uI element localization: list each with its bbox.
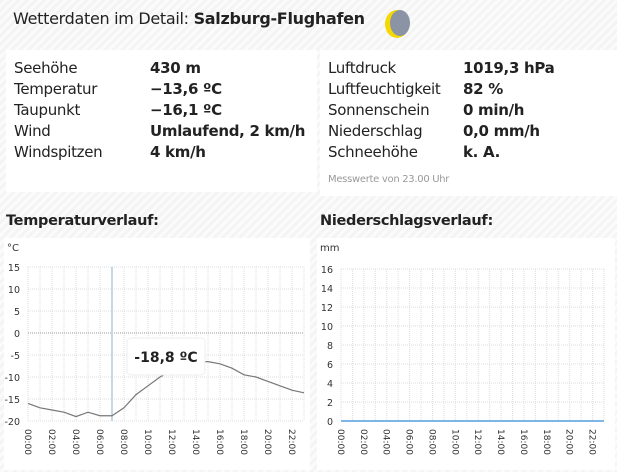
tooltip: -18,8 ºC xyxy=(126,337,206,376)
x-tick-label: 12:00 xyxy=(166,429,176,455)
y-tick-label: 16 xyxy=(321,265,333,276)
y-tick-label: 8 xyxy=(327,341,333,352)
stat-label: Schneehöhe xyxy=(328,143,418,161)
measurement-time-note: Messwerte von 23.00 Uhr xyxy=(328,174,450,185)
y-tick-label: -15 xyxy=(4,395,20,406)
stat-value: k. A. xyxy=(463,143,500,161)
stat-label: Temperatur xyxy=(14,80,98,98)
x-tick-label: 04:00 xyxy=(70,429,80,455)
y-tick-label: 6 xyxy=(327,360,333,371)
y-tick-label: 10 xyxy=(8,285,20,296)
x-tick-label: 06:00 xyxy=(94,429,104,455)
stat-label: Wind xyxy=(14,122,51,140)
x-tick-label: 08:00 xyxy=(118,429,128,455)
x-tick-label: 10:00 xyxy=(142,429,152,455)
station-name: Salzburg-Flughafen xyxy=(193,9,366,28)
precipitation-chart[interactable]: mm 00:00 02:00 04:00 06:00 08:00 10:00 12:00 14:… xyxy=(317,238,615,470)
stat-value: Umlaufend, 2 km/h xyxy=(150,122,306,140)
stats-right-panel: Messwerte von 23.00 Uhr Luftdruck 1019,3 … xyxy=(320,50,617,196)
y-tick-label: 12 xyxy=(321,303,333,314)
x-tick-label: 14:00 xyxy=(495,429,505,455)
tooltip-text: -18,8 ºC xyxy=(134,350,197,366)
x-tick-label: 04:00 xyxy=(381,429,391,455)
stat-label: Sonnenschein xyxy=(328,101,430,119)
x-tick-label: 00:00 xyxy=(22,429,32,455)
stat-label: Luftdruck xyxy=(328,59,396,77)
stat-label: Luftfeuchtigkeit xyxy=(328,80,441,98)
tooltip-box xyxy=(126,337,206,376)
x-tick-label: 02:00 xyxy=(46,429,56,455)
y-tick-label: 0 xyxy=(14,329,20,340)
stat-label: Seehöhe xyxy=(14,59,78,77)
y-tick-label: -5 xyxy=(11,351,20,362)
y-tick-label: 0 xyxy=(327,417,333,428)
y-tick-label: -10 xyxy=(4,373,20,384)
y-axis-unit: °C xyxy=(7,243,19,254)
x-tick-label: 22:00 xyxy=(587,429,597,455)
y-tick-label: -20 xyxy=(4,417,20,428)
x-tick-label: 18:00 xyxy=(238,429,248,455)
stats-left-panel: Seehöhe 430 m Temperatur −13,6 ºC Taupunkt −1… xyxy=(6,50,317,192)
moon-partly-cloudy-icon xyxy=(385,10,410,38)
x-tick-label: 02:00 xyxy=(358,429,368,455)
stat-value: 430 m xyxy=(150,59,201,77)
y-tick-label: 5 xyxy=(14,307,20,318)
stat-value: −13,6 ºC xyxy=(150,80,222,98)
x-tick-label: 16:00 xyxy=(214,429,224,455)
x-tick-label: 20:00 xyxy=(564,429,574,455)
stat-label: Taupunkt xyxy=(14,101,81,119)
temperature-chart-title: Temperaturverlauf: xyxy=(6,213,159,229)
x-tick-label: 06:00 xyxy=(404,429,414,455)
x-tick-label: 08:00 xyxy=(426,429,436,455)
y-tick-label: 14 xyxy=(321,284,333,295)
x-tick-label: 14:00 xyxy=(190,429,200,455)
stat-value: 82 % xyxy=(463,80,503,98)
stat-label: Niederschlag xyxy=(328,122,423,140)
stat-value: 1019,3 hPa xyxy=(463,59,555,77)
y-tick-label: 2 xyxy=(327,398,333,409)
x-tick-label: 12:00 xyxy=(472,429,482,455)
x-tick-label: 00:00 xyxy=(335,429,345,455)
temperature-chart[interactable]: °C 00:00 02:00 04:00 06:00 08:00 10:00 12:00 14:… xyxy=(4,238,310,470)
precipitation-chart-title: Niederschlagsverlauf: xyxy=(320,213,493,229)
x-tick-label: 18:00 xyxy=(541,429,551,455)
stat-value: 0,0 mm/h xyxy=(463,122,540,140)
stat-value: 4 km/h xyxy=(150,143,206,161)
stat-value: −16,1 ºC xyxy=(150,101,222,119)
page-title: Wetterdaten im Detail: Salzburg-Flughafe… xyxy=(13,9,365,28)
stat-label: Windspitzen xyxy=(14,143,103,161)
x-tick-label: 10:00 xyxy=(449,429,459,455)
y-tick-label: 10 xyxy=(321,322,333,333)
x-tick-label: 16:00 xyxy=(518,429,528,455)
stat-value: 0 min/h xyxy=(463,101,525,119)
x-tick-label: 20:00 xyxy=(262,429,272,455)
title-prefix: Wetterdaten im Detail: xyxy=(13,9,189,28)
x-tick-label: 22:00 xyxy=(286,429,296,455)
y-tick-label: 15 xyxy=(8,263,20,274)
y-axis-unit: mm xyxy=(320,243,339,254)
y-tick-label: 4 xyxy=(327,379,333,390)
